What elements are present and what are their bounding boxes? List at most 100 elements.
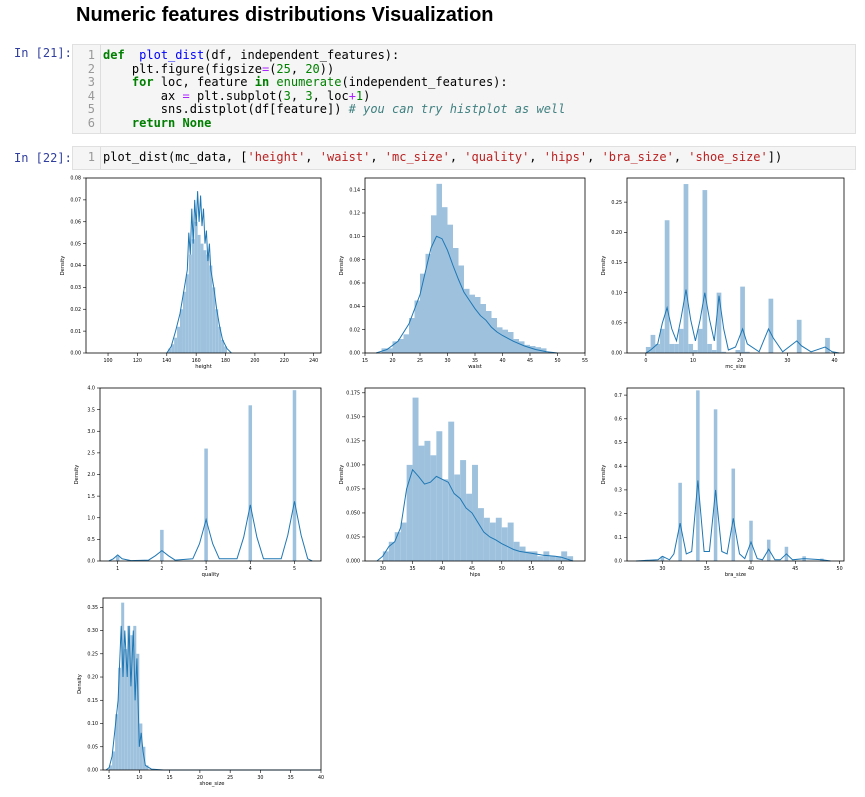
hist-bar [127, 625, 131, 770]
axes-frame [364, 387, 586, 562]
hist-bar [475, 297, 481, 353]
hist-bar [430, 455, 437, 561]
y-tick-label: 0.00 [70, 351, 81, 357]
hist-bar [292, 390, 297, 561]
y-tick-label: 0.075 [346, 487, 360, 493]
code-token: + [348, 88, 356, 103]
x-tick-label: 30 [784, 358, 790, 364]
code-token: 'hips' [543, 150, 588, 164]
hist-bar [206, 254, 210, 353]
x-tick-label: 40 [832, 358, 838, 364]
x-tick-label: 30 [257, 775, 263, 781]
hist-bar [387, 348, 393, 353]
y-tick-label: 0.20 [87, 675, 98, 681]
hist-bar [458, 265, 464, 353]
y-tick-label: 1.5 [87, 494, 95, 500]
code-token: )) [319, 61, 335, 76]
y-tick-label: 0.100 [346, 463, 360, 469]
x-tick-label: 220 [280, 358, 289, 364]
hist-bar [204, 448, 208, 561]
x-tick-label: 40 [748, 566, 754, 572]
dist-plot-quality: 1 2 3 4 5 0.0 0.5 1.0 1.5 2.0 2.5 3.0 3.5 4.0 quality D… [74, 386, 322, 578]
y-tick-label: 0.25 [87, 651, 98, 657]
hist-bar [531, 551, 538, 561]
code-token: 'mc_size' [384, 150, 450, 164]
y-tick-label: 1.0 [87, 515, 95, 521]
code-editor[interactable]: 1 def plot_dist(df, independent_features)… [73, 45, 855, 133]
y-tick-label: 0.06 [70, 219, 81, 225]
x-tick-label: 15 [167, 775, 173, 781]
hist-bar [436, 431, 443, 561]
code-token: , [290, 61, 306, 76]
hist-bar [460, 460, 467, 561]
x-tick-label: 10 [136, 775, 142, 781]
axes-frame [102, 597, 322, 771]
x-axis-label: mc_size [725, 364, 746, 370]
y-tick-label: 0.05 [70, 241, 81, 247]
hist-bar [160, 529, 164, 561]
axes-frame [626, 177, 845, 354]
code-line: def plot_dist(df, independent_features): [103, 48, 399, 62]
hist-bar [136, 653, 140, 770]
hist-bar [382, 551, 389, 561]
hist-bar [215, 309, 219, 353]
code-cell-22[interactable]: 1 plot_dist(mc_data, ['height', 'waist', … [72, 146, 856, 170]
kde-line [105, 625, 321, 771]
y-tick-label: 0.175 [346, 391, 360, 397]
hist-bar [678, 328, 684, 353]
hist-bar [502, 329, 508, 353]
y-tick-label: 0.10 [349, 234, 360, 240]
x-tick-label: 35 [288, 775, 294, 781]
y-tick-label: 0.07 [70, 198, 81, 204]
y-tick-label: 0.03 [70, 285, 81, 291]
code-token: return [131, 115, 176, 130]
x-tick-label: 55 [528, 566, 534, 572]
x-tick-label: 160 [192, 358, 201, 364]
code-cell-21[interactable]: 1 def plot_dist(df, independent_features)… [72, 44, 856, 134]
code-token: , [673, 150, 689, 164]
hist-bar [197, 234, 201, 353]
x-tick-label: 40 [318, 775, 324, 781]
axes-frame [626, 387, 845, 562]
code-token: ax [103, 88, 183, 103]
code-token: , [587, 150, 602, 164]
code-token: 'shoe_size' [688, 150, 768, 164]
hist-bar [442, 479, 449, 561]
y-tick-label: 3.5 [87, 407, 95, 413]
hist-bar [392, 341, 398, 353]
dist-plot-mc_size: 0 10 20 30 40 0.00 0.05 0.10 0.15 0.20 0.25 mc_size… [601, 177, 845, 370]
x-tick-label: 1 [116, 566, 119, 572]
line-gutter [100, 147, 101, 169]
x-tick-label: 3 [205, 566, 208, 572]
line-number: 1 [87, 150, 95, 164]
code-token: , [370, 150, 385, 164]
hist-bar [436, 183, 442, 353]
code-editor[interactable]: 1 plot_dist(mc_data, ['height', 'waist', … [73, 147, 855, 169]
hist-bar [711, 349, 717, 353]
hist-bar [388, 541, 395, 561]
code-token [103, 116, 132, 130]
hist-bar [171, 344, 175, 353]
y-tick-label: 2.5 [87, 451, 95, 457]
hist-bar [707, 343, 712, 353]
line-number: 4 [87, 88, 95, 103]
hist-bar [209, 265, 213, 353]
y-tick-label: 0.5 [87, 537, 95, 543]
hist-bar [555, 556, 562, 561]
hist-bar [394, 532, 401, 561]
y-tick-label: 0.10 [87, 721, 98, 727]
x-tick-label: 0 [644, 358, 647, 364]
hist-bar [200, 243, 204, 353]
hist-bar [403, 334, 409, 353]
hist-bar [188, 254, 192, 353]
y-tick-label: 0.4 [614, 464, 622, 470]
y-tick-label: 0.15 [87, 698, 98, 704]
hist-bar [109, 765, 113, 770]
code-token: plot_dist(mc_data, [ [103, 150, 248, 164]
hist-bar [448, 421, 455, 561]
code-token: for [131, 75, 154, 89]
hist-bar [400, 522, 407, 561]
hist-bar [721, 351, 727, 353]
code-token: , [305, 150, 320, 164]
hist-bar [567, 556, 574, 561]
